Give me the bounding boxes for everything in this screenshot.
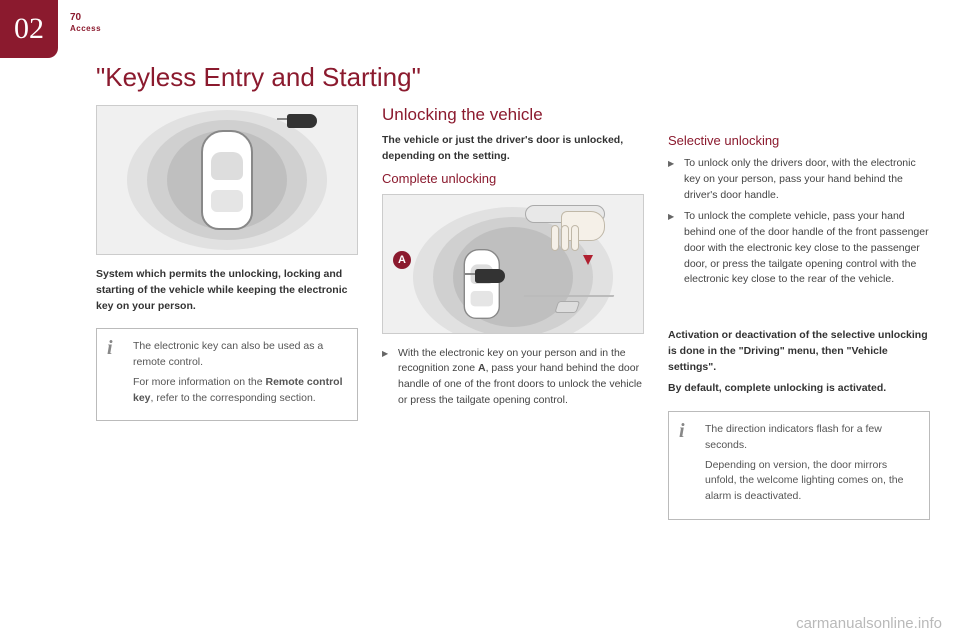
hand-on-handle	[525, 205, 635, 275]
heading-unlocking: Unlocking the vehicle	[382, 105, 644, 125]
info-box-indicators: i The direction indicators flash for a f…	[668, 411, 930, 520]
selective-bullet-2: To unlock the complete vehicle, pass you…	[668, 209, 930, 288]
chapter-badge: 02	[0, 0, 58, 58]
complete-unlocking-list: With the electronic key on your person a…	[382, 346, 644, 409]
column-2: Unlocking the vehicle The vehicle or jus…	[382, 105, 644, 520]
page-title: "Keyless Entry and Starting"	[96, 62, 930, 93]
selective-note-1: Activation or deactivation of the select…	[668, 328, 930, 375]
columns: System which permits the unlocking, lock…	[96, 105, 930, 520]
info-icon: i	[679, 420, 685, 443]
tailgate-control	[514, 295, 614, 327]
info-indicators-line1: The direction indicators flash for a few…	[705, 422, 917, 454]
page-content: "Keyless Entry and Starting" System whic…	[96, 62, 930, 610]
selective-note-2: By default, complete unlocking is activa…	[668, 381, 930, 397]
heading-complete-unlocking: Complete unlocking	[382, 171, 644, 186]
zone-marker-a: A	[393, 251, 411, 269]
selective-unlocking-list: To unlock only the drivers door, with th…	[668, 156, 930, 288]
illustration-complete-unlocking: A	[382, 194, 644, 334]
unlocking-lead: The vehicle or just the driver's door is…	[382, 133, 644, 165]
section-label: Access	[70, 24, 101, 33]
info-remote-line2: For more information on the Remote contr…	[133, 375, 345, 407]
info-remote-line1: The electronic key can also be used as a…	[133, 339, 345, 371]
info-indicators-line2: Depending on version, the door mirrors u…	[705, 458, 917, 505]
page-number: 70	[70, 12, 81, 23]
illustration-keyless-overview	[96, 105, 358, 255]
heading-selective-unlocking: Selective unlocking	[668, 133, 930, 148]
info-icon: i	[107, 337, 113, 360]
column-1: System which permits the unlocking, lock…	[96, 105, 358, 520]
overview-caption: System which permits the unlocking, lock…	[96, 267, 358, 314]
watermark: carmanualsonline.info	[796, 615, 942, 632]
selective-bullet-1: To unlock only the drivers door, with th…	[668, 156, 930, 203]
complete-unlocking-bullet: With the electronic key on your person a…	[382, 346, 644, 409]
column-3: Selective unlocking To unlock only the d…	[668, 105, 930, 520]
info-box-remote: i The electronic key can also be used as…	[96, 328, 358, 421]
